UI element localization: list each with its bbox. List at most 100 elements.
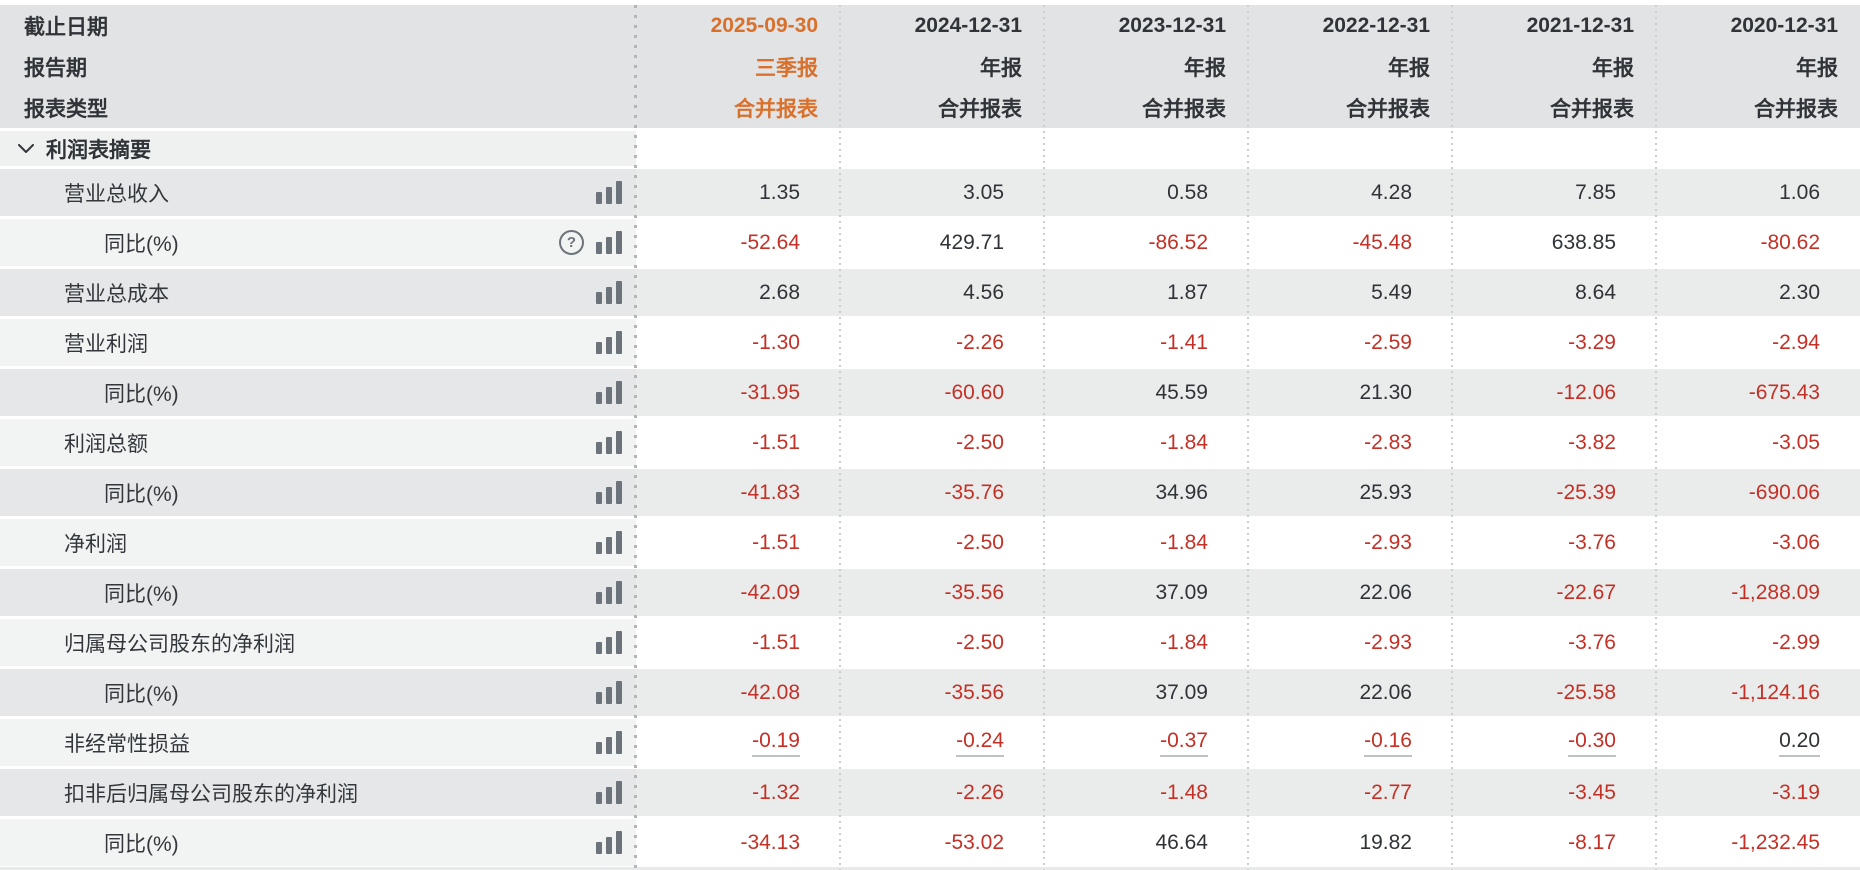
value-text: -2.93 [1364,630,1412,654]
row-icons [596,181,622,204]
bar-chart-icon[interactable] [596,731,622,754]
value-cell[interactable]: 0.20 [1656,719,1860,766]
value-cell: -2.26 [840,319,1044,366]
value-cell: 0.58 [1044,169,1248,216]
help-icon[interactable]: ? [559,230,584,255]
row-label-cell: 营业总成本 [0,269,636,316]
value-cell[interactable]: -0.19 [636,719,840,766]
bar-chart-icon[interactable] [596,481,622,504]
value-text: -0.37 [1160,729,1208,757]
bar-chart-icon[interactable] [596,331,622,354]
value-cell: 37.09 [1044,669,1248,716]
table-row: 净利润 -1.51 -2.50 -1.84 -2.93 -3.76 -3.06 [0,516,1860,566]
column-period: 年报 [1592,56,1634,80]
bar-chart-icon[interactable] [596,681,622,704]
bar-chart-icon[interactable] [596,831,622,854]
value-text: -52.64 [740,230,800,254]
value-cell[interactable]: -0.24 [840,719,1044,766]
bar-chart-icon[interactable] [596,631,622,654]
value-text: 1.06 [1779,180,1820,204]
value-text: 22.06 [1359,680,1412,704]
value-cell: 46.64 [1044,819,1248,866]
table-row: 同比(%)? -52.64 429.71 -86.52 -45.48 638.85 -80.… [0,216,1860,266]
value-text: -2.59 [1364,330,1412,354]
value-text: -31.95 [740,380,800,404]
value-cell: -3.06 [1656,519,1860,566]
value-cell: -42.08 [636,669,840,716]
bar-chart-icon[interactable] [596,181,622,204]
value-cell: -2.50 [840,619,1044,666]
value-cell[interactable]: -0.30 [1452,719,1656,766]
value-cell: -1,232.45 [1656,819,1860,866]
value-text: -1,232.45 [1731,830,1820,854]
value-cell: -675.43 [1656,369,1860,416]
bar-chart-icon[interactable] [596,431,622,454]
value-text: -3.19 [1772,780,1820,804]
value-cell: 5.49 [1248,269,1452,316]
bar-chart-icon[interactable] [596,231,622,254]
value-text: -0.16 [1364,729,1412,757]
value-text: -8.17 [1568,830,1616,854]
table-row: 同比(%) -42.09 -35.56 37.09 22.06 -22.67 -1,288.… [0,566,1860,616]
value-cell[interactable]: -0.37 [1044,719,1248,766]
value-cell: 3.05 [840,169,1044,216]
value-text: -1.84 [1160,430,1208,454]
column-report-type: 合并报表 [1346,97,1430,121]
value-cell: -42.09 [636,569,840,616]
row-icons [596,331,622,354]
value-cell: 429.71 [840,219,1044,266]
value-text: -2.83 [1364,430,1412,454]
value-text: 37.09 [1155,580,1208,604]
value-cell: -45.48 [1248,219,1452,266]
value-cell: 21.30 [1248,369,1452,416]
value-text: -3.45 [1568,780,1616,804]
bar-chart-icon[interactable] [596,531,622,554]
value-text: -2.50 [956,430,1004,454]
value-cell: -2.59 [1248,319,1452,366]
value-text: 1.87 [1167,280,1208,304]
value-text: -80.62 [1760,230,1820,254]
bar-chart-icon[interactable] [596,781,622,804]
value-cell: 1.06 [1656,169,1860,216]
row-label-cell: 同比(%) [0,469,636,516]
value-text: -1,124.16 [1731,680,1820,704]
column-period: 年报 [980,56,1022,80]
value-text: 429.71 [939,230,1004,254]
chevron-down-icon [18,143,34,154]
value-text: -1,288.09 [1731,580,1820,604]
table-row: 营业总收入 1.35 3.05 0.58 4.28 7.85 1.06 [0,166,1860,216]
column-report-type: 合并报表 [938,97,1022,121]
bar-chart-icon[interactable] [596,381,622,404]
bar-chart-icon[interactable] [596,581,622,604]
value-cell: -1,124.16 [1656,669,1860,716]
section-row-empty [636,131,1860,166]
section-toggle-income-statement[interactable]: 利润表摘要 [0,131,636,166]
row-label: 归属母公司股东的净利润 [64,632,295,656]
value-cell: 19.82 [1248,819,1452,866]
column-period: 年报 [1184,56,1226,80]
value-cell: -2.26 [840,769,1044,816]
value-cell: -80.62 [1656,219,1860,266]
value-text: -3.06 [1772,530,1820,554]
section-row: 利润表摘要 [0,128,1860,166]
value-text: 8.64 [1575,280,1616,304]
value-cell: -25.39 [1452,469,1656,516]
bar-chart-icon[interactable] [596,281,622,304]
value-cell[interactable]: -0.16 [1248,719,1452,766]
value-text: 45.59 [1155,380,1208,404]
value-cell: -2.83 [1248,419,1452,466]
row-icons [596,481,622,504]
value-text: 2.68 [759,280,800,304]
value-cell: -2.99 [1656,619,1860,666]
value-cell: 638.85 [1452,219,1656,266]
value-text: -2.26 [956,330,1004,354]
value-text: -3.05 [1772,430,1820,454]
value-text: 638.85 [1551,230,1616,254]
value-cell: -2.50 [840,519,1044,566]
value-text: -1.84 [1160,530,1208,554]
value-text: -41.83 [740,480,800,504]
value-text: -25.39 [1556,480,1616,504]
value-text: 22.06 [1359,580,1412,604]
value-text: -1.32 [752,780,800,804]
table-row: 营业总成本 2.68 4.56 1.87 5.49 8.64 2.30 [0,266,1860,316]
